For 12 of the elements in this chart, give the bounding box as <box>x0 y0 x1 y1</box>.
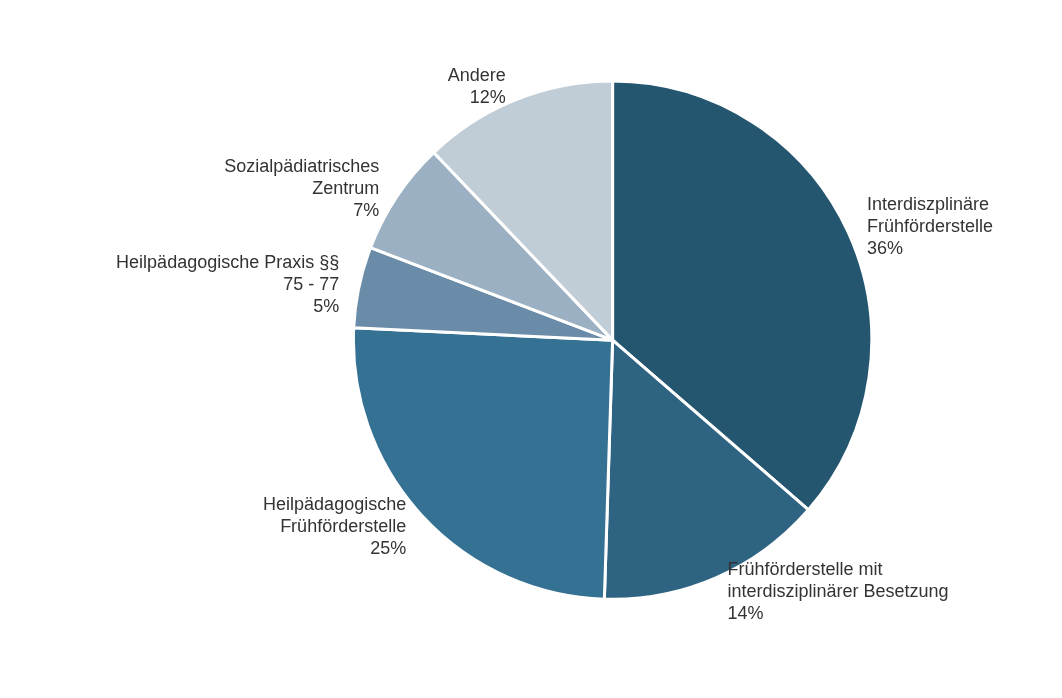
data-label: 5% <box>313 295 340 316</box>
data-label: 12% <box>469 86 506 107</box>
slice-label: Heilpädagogische Praxis §§ 75 - 77 <box>116 251 340 294</box>
slice-label: Sozialpädiatrisches Zentrum <box>224 156 380 199</box>
slice-label: Interdiszplinäre Frühförderstelle <box>866 194 994 237</box>
data-label: 7% <box>353 200 380 221</box>
data-label: 25% <box>370 538 407 559</box>
slice-label: Andere <box>447 64 506 85</box>
slice-label: Frühförderstelle mit interdisziplinärer Besetzung <box>727 559 949 602</box>
data-label: 14% <box>727 603 764 624</box>
data-label: 36% <box>866 238 903 259</box>
slice-label: Heilpädagogische Frühförderstelle <box>263 494 407 537</box>
